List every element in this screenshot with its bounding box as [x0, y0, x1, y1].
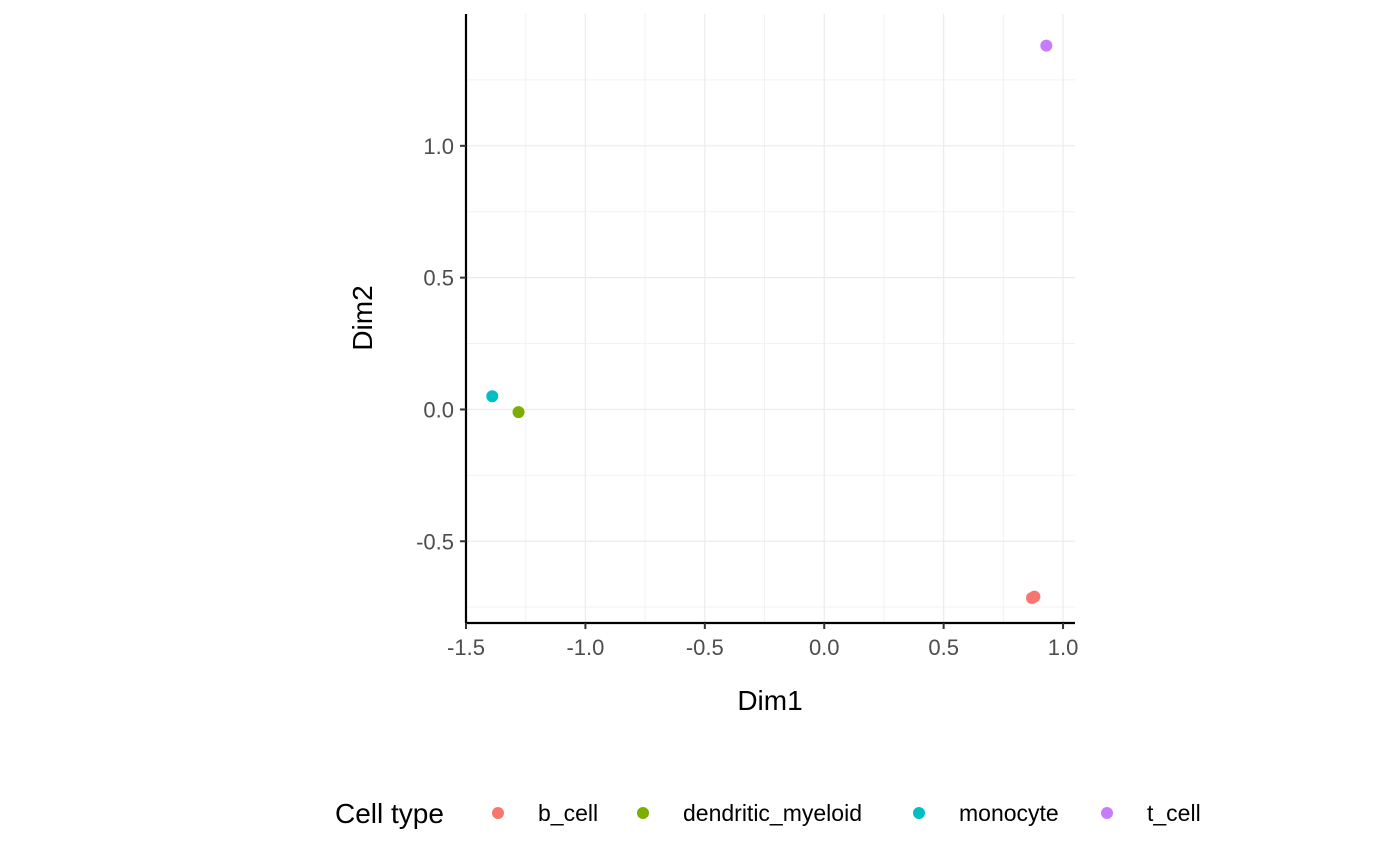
point-monocyte [486, 390, 499, 403]
x-tick-label: -1.0 [566, 635, 604, 660]
x-axis-title: Dim1 [737, 685, 802, 716]
legend-label-monocyte: monocyte [959, 800, 1059, 826]
axes [464, 14, 1075, 625]
legend-key-b_cell [492, 807, 504, 819]
y-axis-ticks: -0.5 0.0 0.5 1.0 [416, 134, 466, 554]
x-tick-label: -1.5 [447, 635, 485, 660]
y-axis-title: Dim2 [347, 285, 378, 350]
legend-key-dendritic_myeloid [637, 807, 649, 819]
legend-key-t_cell [1101, 807, 1113, 819]
legend-key-monocyte [913, 807, 925, 819]
legend: b_cell dendritic_myeloid monocyte t_cell [492, 800, 1201, 826]
x-tick-label: 0.0 [809, 635, 840, 660]
minor-gridlines [466, 14, 1075, 623]
point-b_cell [1028, 590, 1041, 603]
x-tick-label: 0.5 [928, 635, 959, 660]
x-tick-label: -0.5 [686, 635, 724, 660]
legend-label-t_cell: t_cell [1147, 800, 1201, 826]
legend-label-b_cell: b_cell [538, 800, 598, 826]
point-t_cell [1040, 39, 1053, 52]
x-tick-label: 1.0 [1048, 635, 1079, 660]
data-points [486, 39, 1053, 604]
plot-panel [466, 14, 1075, 623]
y-tick-label: 1.0 [423, 134, 454, 159]
y-tick-label: -0.5 [416, 529, 454, 554]
legend-label-dendritic_myeloid: dendritic_myeloid [683, 800, 862, 826]
point-dendritic_myeloid [512, 406, 525, 419]
y-tick-label: 0.5 [423, 266, 454, 291]
legend-title: Cell type [335, 798, 444, 829]
y-tick-label: 0.0 [423, 397, 454, 422]
x-axis-ticks: -1.5 -1.0 -0.5 0.0 0.5 1.0 [447, 623, 1078, 660]
